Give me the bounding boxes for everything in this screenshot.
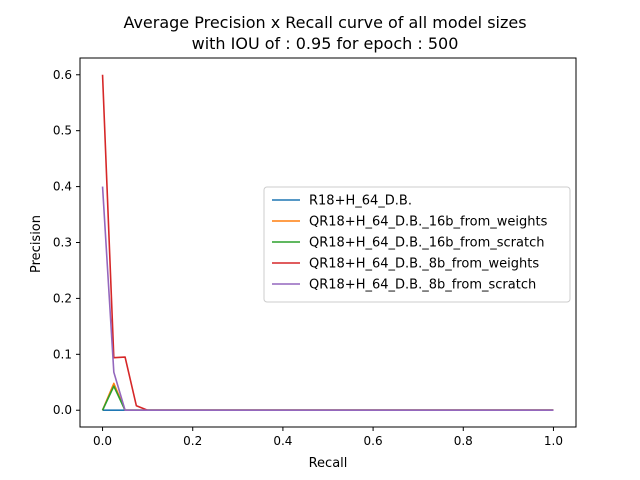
- legend: R18+H_64_D.B. QR18+H_64_D.B._16b_from_wei…: [263, 186, 571, 303]
- y-axis-label: Precision: [29, 215, 44, 273]
- series-line-2: [101, 382, 554, 412]
- chart-title-line1: Average Precision x Recall curve of all …: [123, 13, 526, 32]
- x-tick-label: 0.6: [364, 434, 383, 448]
- x-axis-label: Recall: [309, 456, 348, 471]
- x-tick-label: 0.2: [183, 434, 202, 448]
- y-axis-ticks: 0.0 0.1 0.2 0.3 0.4 0.5 0.6: [53, 68, 80, 417]
- legend-label-3: QR18+H_64_D.B._16b_from_scratch: [309, 236, 544, 251]
- legend-label-1: R18+H_64_D.B.: [309, 194, 412, 209]
- y-tick-label: 0.2: [53, 291, 72, 305]
- y-tick-label: 0.3: [53, 236, 72, 250]
- y-tick-label: 0.0: [53, 403, 72, 417]
- x-tick-label: 0.8: [454, 434, 473, 448]
- y-tick-label: 0.1: [53, 347, 72, 361]
- legend-label-4: QR18+H_64_D.B._8b_from_weights: [309, 257, 539, 272]
- series-line-3: [101, 385, 554, 412]
- series-line-5: [101, 186, 554, 412]
- x-tick-label: 1.0: [544, 434, 563, 448]
- legend-label-5: QR18+H_64_D.B._8b_from_scratch: [309, 278, 536, 293]
- chart-title-line2: with IOU of : 0.95 for epoch : 500: [192, 34, 459, 53]
- legend-label-2: QR18+H_64_D.B._16b_from_weights: [309, 215, 548, 230]
- y-tick-label: 0.6: [53, 68, 72, 82]
- legend-box: [263, 186, 571, 303]
- x-tick-label: 0.0: [93, 434, 112, 448]
- series-layer: [101, 74, 554, 412]
- x-axis-ticks: 0.0 0.2 0.4 0.6 0.8 1.0: [93, 427, 563, 448]
- y-tick-label: 0.4: [53, 180, 72, 194]
- y-tick-label: 0.5: [53, 124, 72, 138]
- x-tick-label: 0.4: [273, 434, 292, 448]
